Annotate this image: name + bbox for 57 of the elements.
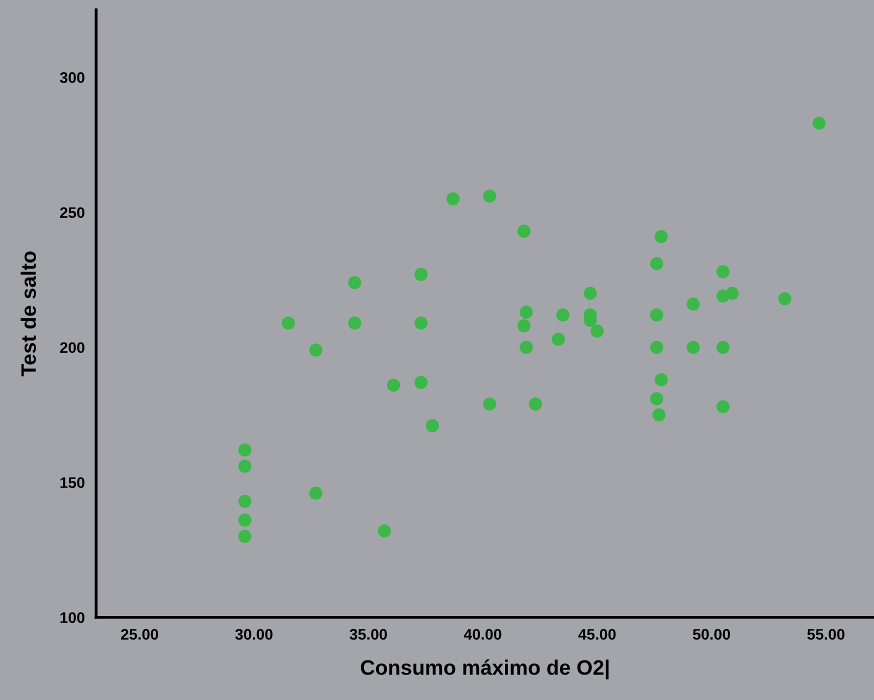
point (520, 340, 533, 354)
y-tick-label: 100 (60, 612, 84, 624)
point (654, 373, 668, 386)
y-tick-label: 250 (60, 207, 84, 218)
point (414, 376, 428, 390)
point (414, 316, 428, 330)
point (414, 268, 428, 282)
point (426, 419, 440, 432)
point (686, 340, 700, 354)
y-axis-title: Test de salto (20, 252, 36, 376)
point (654, 230, 668, 244)
x-tick-label: 40.00 (464, 628, 502, 640)
point (590, 324, 604, 338)
point (483, 397, 496, 411)
point (556, 308, 570, 322)
point (238, 494, 252, 508)
point (378, 524, 391, 538)
point (716, 340, 730, 354)
x-axis-title: Consumo máximo de O2| (360, 659, 609, 680)
x-tick-label: 30.00 (235, 628, 272, 640)
point (528, 397, 542, 411)
point (716, 265, 730, 278)
point (552, 332, 565, 346)
point (520, 306, 533, 319)
point (386, 378, 400, 392)
point (348, 316, 362, 330)
point (517, 224, 531, 238)
x-tick-label: 45.00 (578, 628, 616, 640)
point (238, 530, 252, 543)
point (726, 286, 739, 300)
point (309, 486, 322, 500)
point (238, 460, 252, 473)
point (584, 286, 597, 300)
point (778, 292, 792, 306)
point (282, 316, 295, 330)
x-tick-label: 50.00 (692, 628, 730, 640)
point (238, 514, 252, 527)
point (650, 257, 664, 270)
point (348, 276, 362, 290)
point (686, 298, 700, 311)
point (238, 443, 252, 457)
point (483, 190, 496, 203)
point (716, 400, 730, 414)
x-tick-label: 55.00 (807, 628, 844, 640)
y-tick-label: 300 (60, 72, 84, 84)
y-tick-label: 150 (60, 477, 84, 488)
point (650, 340, 664, 354)
point (650, 392, 664, 406)
point (446, 192, 460, 206)
x-tick-label: 25.00 (121, 628, 158, 640)
y-tick-label: 200 (60, 342, 84, 354)
point (650, 308, 664, 322)
x-tick-label: 35.00 (350, 628, 387, 640)
point (309, 343, 322, 357)
point (517, 319, 531, 332)
point (812, 116, 826, 130)
point (652, 408, 666, 422)
